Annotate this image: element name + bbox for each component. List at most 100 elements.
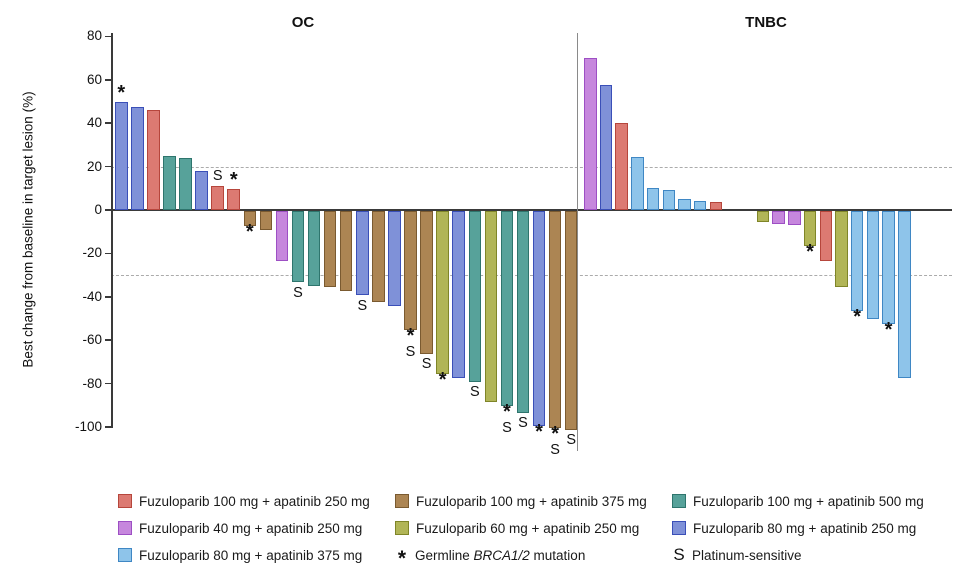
bar <box>548 210 562 428</box>
bar <box>709 201 723 210</box>
bar <box>599 85 613 210</box>
bar <box>179 157 192 210</box>
bar <box>788 210 801 225</box>
legend-label: Fuzuloparib 60 mg + apatinib 250 mg <box>416 520 640 536</box>
platinum-sensitive-marker: S <box>421 356 432 373</box>
y-axis-tick-label: 0 <box>94 202 102 217</box>
bar <box>819 210 832 261</box>
legend-label: Fuzuloparib 80 mg + apatinib 375 mg <box>139 547 363 563</box>
legend-item: Fuzuloparib 100 mg + apatinib 375 mg <box>395 493 647 509</box>
platinum-sensitive-symbol: S <box>673 545 685 564</box>
legend-item: Fuzuloparib 100 mg + apatinib 250 mg <box>118 493 370 509</box>
bar <box>850 210 864 311</box>
bar <box>259 210 273 231</box>
bar <box>436 210 449 374</box>
y-axis-tick-label: 60 <box>86 71 102 87</box>
bar <box>243 210 257 226</box>
platinum-sensitive-marker: S <box>518 414 528 431</box>
y-axis-tick-label: 80 <box>86 28 102 44</box>
y-axis-tick <box>105 252 112 255</box>
platinum-sensitive-marker: S <box>293 284 303 301</box>
zero-line <box>111 209 952 211</box>
platinum-sensitive-marker: S <box>566 432 577 449</box>
section-title-tnbc: TNBC <box>745 14 787 31</box>
y-axis-tick <box>105 426 112 428</box>
legend-swatch-sky <box>118 548 132 562</box>
legend-label: Fuzuloparib 100 mg + apatinib 500 mg <box>693 493 924 509</box>
bar <box>646 188 660 210</box>
germline-mutation-symbol: * <box>397 547 407 570</box>
platinum-sensitive-marker: S <box>212 168 223 185</box>
legend-item: Fuzuloparib 60 mg + apatinib 250 mg <box>395 520 639 536</box>
bar <box>678 199 691 210</box>
y-axis-tick-label: -40 <box>82 288 102 304</box>
platinum-sensitive-marker: S <box>469 384 480 401</box>
legend-label: Fuzuloparib 40 mg + apatinib 250 mg <box>139 520 363 536</box>
legend-item: Fuzuloparib 80 mg + apatinib 250 mg <box>672 520 916 536</box>
bar <box>275 210 289 261</box>
y-axis-tick <box>105 339 112 341</box>
legend-label: Fuzuloparib 100 mg + apatinib 375 mg <box>416 493 647 509</box>
legend-swatch-olive <box>395 521 409 535</box>
legend-item: S Platinum-sensitive <box>672 545 802 564</box>
bar <box>516 210 530 413</box>
bar <box>866 210 880 320</box>
legend-label: Fuzuloparib 100 mg + apatinib 250 mg <box>139 493 370 509</box>
germline-mutation-marker: * <box>245 221 254 244</box>
germline-mutation-marker: * <box>884 318 893 341</box>
bar <box>388 210 401 307</box>
germline-mutation-marker: * <box>535 420 543 443</box>
y-axis-tick <box>105 165 112 168</box>
section-separator <box>577 33 579 451</box>
y-axis-tick-label: 40 <box>86 115 102 131</box>
y-axis-line <box>111 33 113 428</box>
legend-item: Fuzuloparib 100 mg + apatinib 500 mg <box>672 493 924 509</box>
legend-label: Platinum-sensitive <box>692 547 802 563</box>
bar <box>532 210 546 426</box>
platinum-sensitive-marker: S <box>550 442 560 458</box>
bar <box>227 189 240 210</box>
bar <box>772 210 785 224</box>
y-axis-tick <box>105 79 112 81</box>
y-axis-tick-label: -20 <box>82 245 102 261</box>
bar <box>898 210 911 378</box>
germline-mutation-marker: * <box>406 325 415 348</box>
bar <box>835 210 848 287</box>
bar <box>468 210 482 383</box>
bar <box>756 210 770 222</box>
legend-item: Fuzuloparib 80 mg + apatinib 375 mg <box>118 547 362 563</box>
legend-label: Fuzuloparib 80 mg + apatinib 250 mg <box>693 520 917 536</box>
legend-swatch-royal <box>672 521 686 535</box>
germline-mutation-marker: * <box>229 169 238 192</box>
bar <box>584 58 597 210</box>
bar <box>803 210 817 246</box>
y-axis-tick <box>105 35 112 38</box>
legend-swatch-teal <box>672 494 686 508</box>
germline-mutation-marker: * <box>438 368 447 391</box>
bar <box>631 156 644 210</box>
y-axis-tick <box>105 122 112 124</box>
legend-label: Germline BRCA1/2 mutation <box>415 547 586 563</box>
bar <box>484 210 498 402</box>
bar <box>693 200 707 210</box>
legend-item: * Germline BRCA1/2 mutation <box>395 547 586 570</box>
legend-swatch-brown <box>395 494 409 508</box>
y-axis-tick-label: 20 <box>86 158 102 174</box>
bar <box>404 210 417 331</box>
legend-swatch-red <box>118 494 132 508</box>
y-axis-tick <box>105 382 112 385</box>
bar <box>882 210 895 324</box>
reference-line <box>111 275 952 277</box>
bar <box>163 155 176 210</box>
bar <box>307 210 321 286</box>
bar <box>323 210 337 287</box>
bar <box>615 123 628 210</box>
germline-mutation-marker: * <box>551 423 560 445</box>
bar <box>211 186 224 210</box>
bar <box>339 210 353 292</box>
bar <box>356 210 369 296</box>
platinum-sensitive-marker: S <box>502 420 512 437</box>
bar <box>291 210 305 283</box>
